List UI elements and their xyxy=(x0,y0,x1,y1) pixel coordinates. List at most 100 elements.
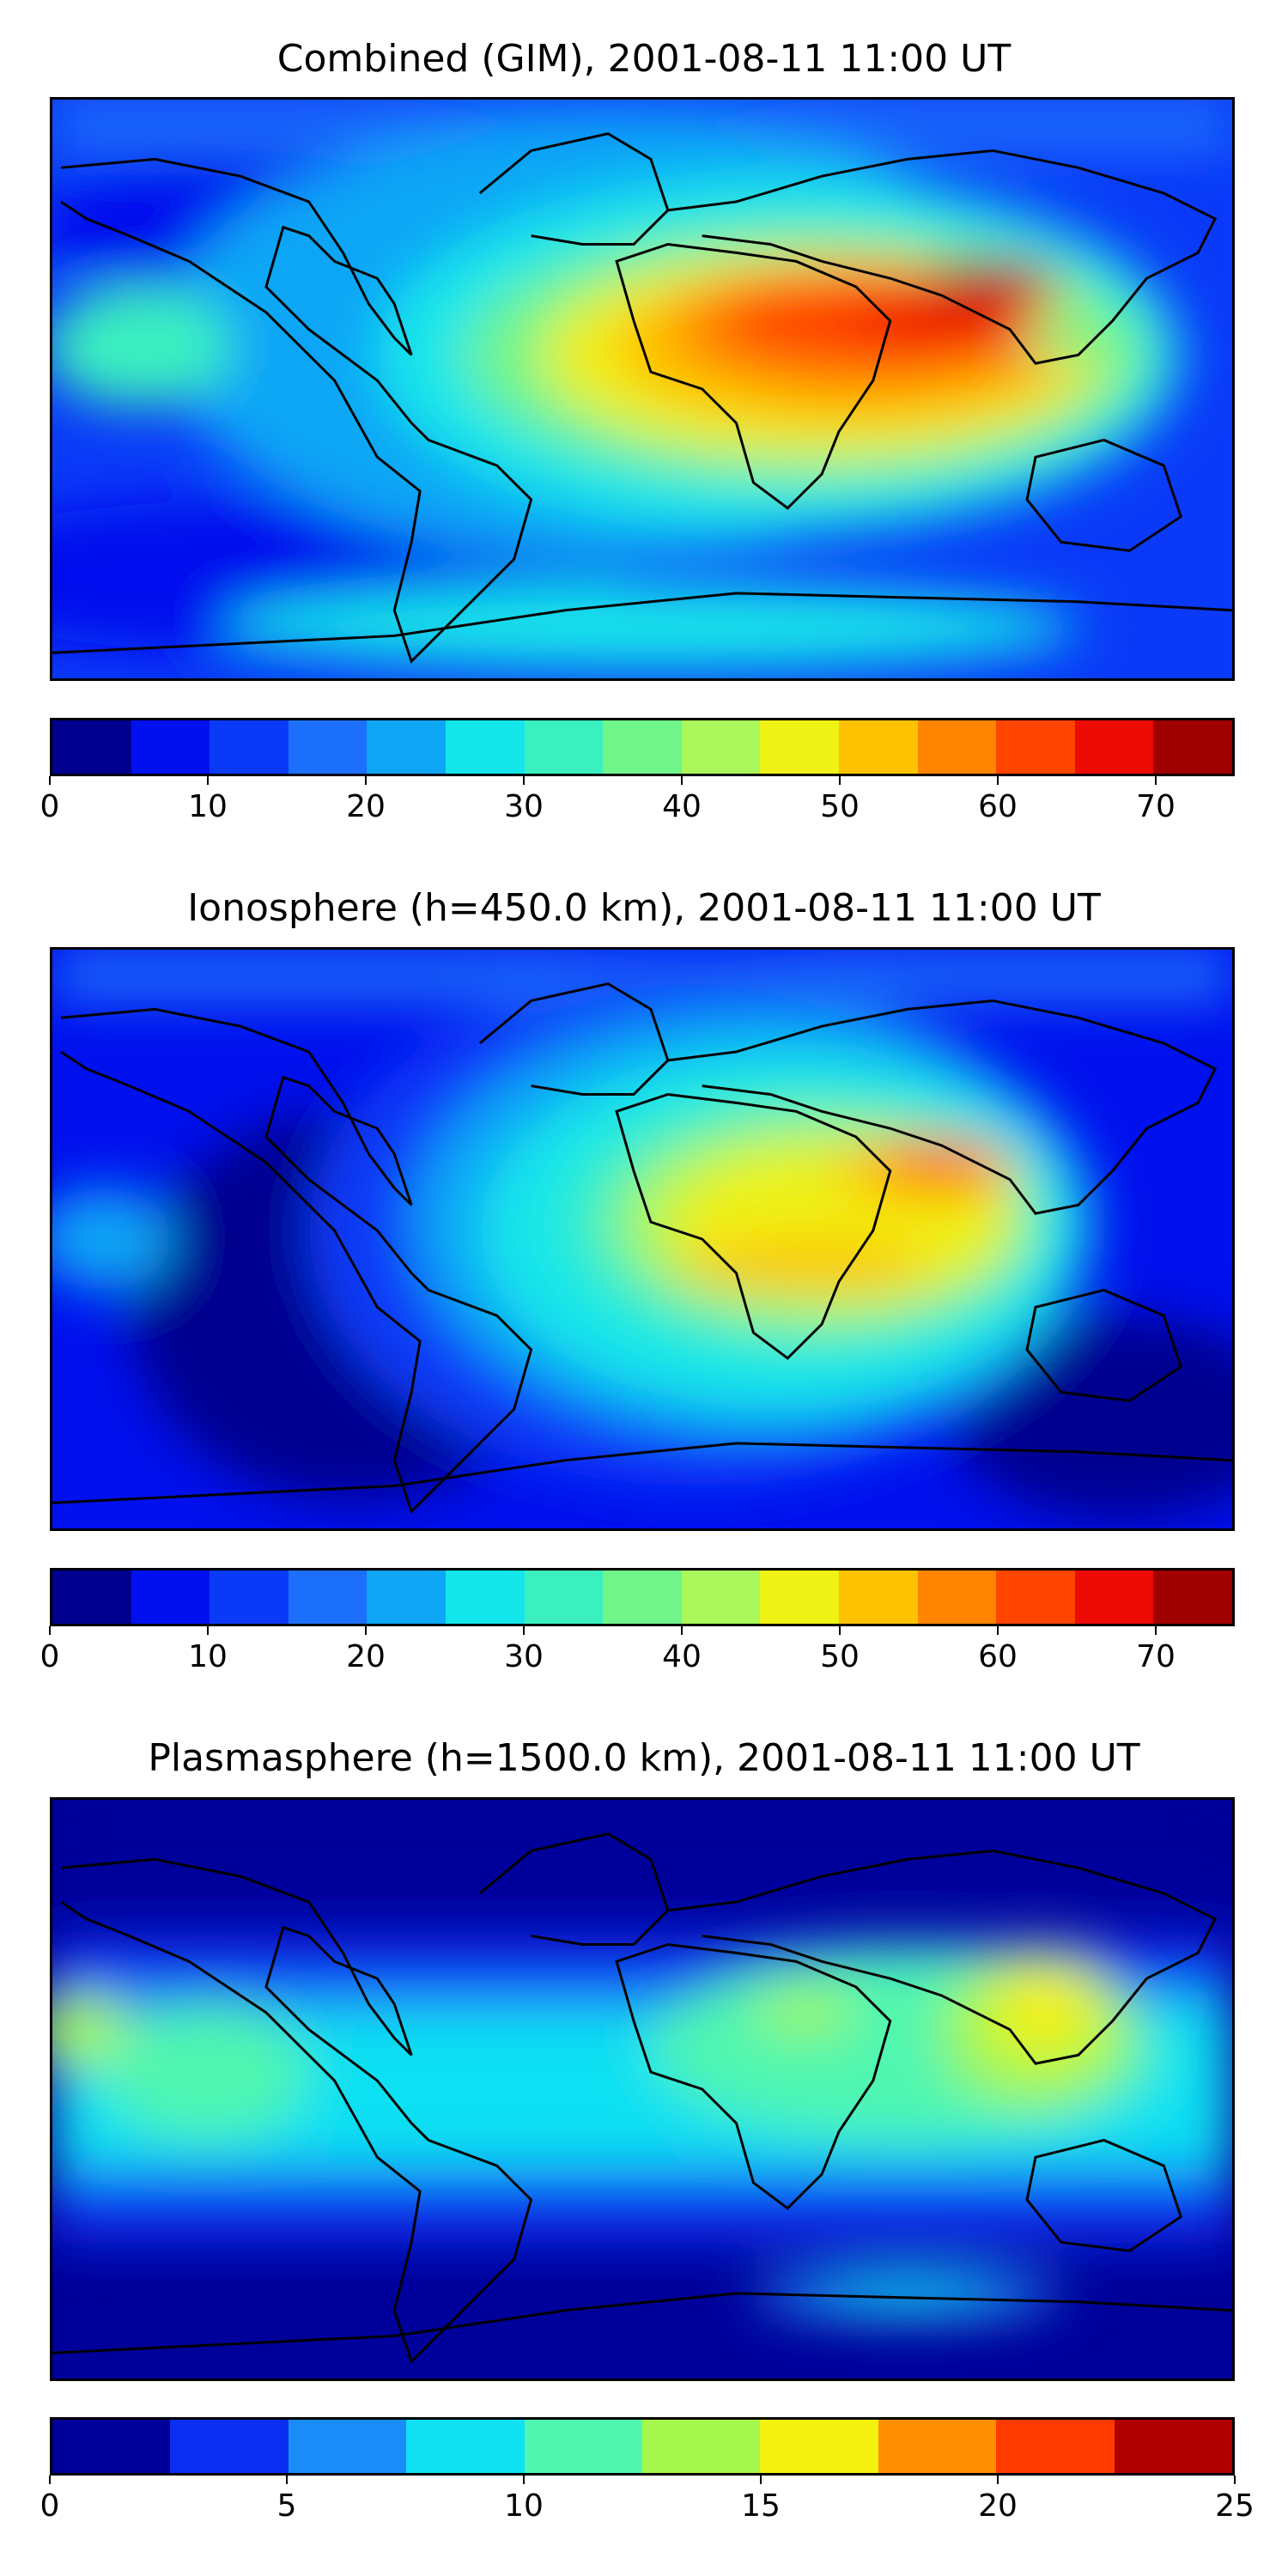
colorbar-segment xyxy=(131,720,210,774)
colorbar-tick-label: 20 xyxy=(978,2488,1018,2524)
colorbar-segment xyxy=(1114,2420,1232,2473)
colorbar-tick-mark xyxy=(839,776,841,785)
colorbar-tick-mark xyxy=(997,2476,999,2484)
colorbar-segment xyxy=(603,720,682,774)
colorbar-segment xyxy=(838,1571,918,1624)
panel-3-colorbar-ticks: 0 5 10 15 20 25 xyxy=(40,2476,1255,2527)
colorbar-segment xyxy=(642,2420,761,2473)
colorbar-segment xyxy=(760,2420,878,2473)
panel-3-colorbar xyxy=(50,2417,1235,2476)
colorbar-segment xyxy=(603,1571,682,1624)
colorbar-segment xyxy=(917,1571,997,1624)
colorbar-segment xyxy=(210,720,289,774)
colorbar-segment xyxy=(1153,720,1232,774)
colorbar-tick-mark xyxy=(365,1626,367,1635)
panel-1-title: Combined (GIM), 2001-08-11 11:00 UT xyxy=(276,37,1012,81)
colorbar-tick-label: 15 xyxy=(741,2488,781,2524)
colorbar-tick-label: 30 xyxy=(504,1639,544,1674)
colorbar-tick-mark xyxy=(49,2476,51,2484)
colorbar-tick-label: 60 xyxy=(978,789,1018,824)
colorbar-tick-mark xyxy=(760,2476,762,2484)
colorbar-tick-label: 70 xyxy=(1136,789,1176,824)
colorbar-tick-mark xyxy=(286,2476,288,2484)
colorbar-segment xyxy=(996,1571,1075,1624)
coastlines xyxy=(52,982,1232,1514)
colorbar-segment xyxy=(524,1571,604,1624)
colorbar-segment xyxy=(406,2420,525,2473)
colorbar-tick-label: 40 xyxy=(662,1639,702,1674)
colorbar-tick-mark xyxy=(997,776,999,785)
panel-1-map xyxy=(50,97,1235,681)
colorbar-tick-label: 50 xyxy=(820,789,860,824)
colorbar-tick-label: 0 xyxy=(39,2488,60,2524)
colorbar-segment xyxy=(288,2420,407,2473)
colorbar-tick-label: 30 xyxy=(504,789,544,824)
colorbar-tick-mark xyxy=(997,1626,999,1635)
plasmasphere-tec-map xyxy=(52,1800,1232,2379)
colorbar-tick-label: 50 xyxy=(820,1639,860,1674)
colorbar-tick-label: 10 xyxy=(188,789,228,824)
colorbar-tick-mark xyxy=(681,776,683,785)
colorbar-segment xyxy=(210,1571,289,1624)
colorbar-tick-label: 25 xyxy=(1215,2488,1255,2524)
panel-1-colorbar xyxy=(50,718,1235,776)
colorbar-tick-mark xyxy=(1234,2476,1236,2484)
colorbar-tick-mark xyxy=(523,1626,525,1635)
coastlines xyxy=(52,1832,1232,2364)
colorbar-tick-label: 60 xyxy=(978,1639,1018,1674)
colorbar-segment xyxy=(52,2420,171,2473)
colorbar-tick-label: 20 xyxy=(346,1639,386,1674)
colorbar-tick-label: 10 xyxy=(188,1639,228,1674)
colorbar-segment xyxy=(996,720,1075,774)
colorbar-tick-label: 40 xyxy=(662,789,702,824)
panel-2-colorbar-ticks: 0 10 20 30 40 50 60 70 xyxy=(40,1626,1235,1678)
colorbar-segment xyxy=(445,720,525,774)
colorbar-tick-mark xyxy=(839,1626,841,1635)
colorbar-tick-mark xyxy=(523,776,525,785)
colorbar-segment xyxy=(878,2420,997,2473)
colorbar-segment xyxy=(1074,1571,1154,1624)
colorbar-segment xyxy=(681,1571,761,1624)
panel-3-title: Plasmasphere (h=1500.0 km), 2001-08-11 1… xyxy=(148,1736,1140,1780)
colorbar-segment xyxy=(52,720,131,774)
colorbar-segment xyxy=(288,1571,368,1624)
coastlines xyxy=(52,132,1232,664)
ionosphere-tec-map xyxy=(52,950,1232,1528)
colorbar-tick-label: 20 xyxy=(346,789,386,824)
colorbar-segment xyxy=(367,720,446,774)
colorbar-tick-label: 0 xyxy=(39,1639,60,1674)
colorbar-tick-label: 10 xyxy=(504,2488,544,2524)
colorbar-segment xyxy=(445,1571,525,1624)
colorbar-segment xyxy=(524,2420,643,2473)
colorbar-tick-mark xyxy=(365,776,367,785)
colorbar-segment xyxy=(760,720,839,774)
colorbar-tick-mark xyxy=(207,776,209,785)
colorbar-tick-label: 0 xyxy=(39,789,60,824)
colorbar-segment xyxy=(1074,720,1154,774)
colorbar-segment xyxy=(367,1571,446,1624)
colorbar-tick-mark xyxy=(1155,1626,1157,1635)
colorbar-segment xyxy=(288,720,368,774)
colorbar-tick-mark xyxy=(681,1626,683,1635)
colorbar-segment xyxy=(681,720,761,774)
panel-1-colorbar-ticks: 0 10 20 30 40 50 60 70 xyxy=(40,776,1235,828)
colorbar-tick-mark xyxy=(49,1626,51,1635)
colorbar-segment xyxy=(52,1571,131,1624)
colorbar-tick-mark xyxy=(1155,776,1157,785)
colorbar-segment xyxy=(524,720,604,774)
colorbar-segment xyxy=(917,720,997,774)
colorbar-segment xyxy=(760,1571,839,1624)
colorbar-tick-mark xyxy=(207,1626,209,1635)
colorbar-tick-label: 5 xyxy=(276,2488,297,2524)
colorbar-segment xyxy=(131,1571,210,1624)
panel-2-title: Ionosphere (h=450.0 km), 2001-08-11 11:0… xyxy=(187,886,1101,930)
panel-2-colorbar xyxy=(50,1568,1235,1626)
colorbar-segment xyxy=(996,2420,1115,2473)
panel-3-map xyxy=(50,1797,1235,2381)
colorbar-tick-mark xyxy=(523,2476,525,2484)
colorbar-segment xyxy=(170,2420,289,2473)
colorbar-segment xyxy=(1153,1571,1232,1624)
colorbar-tick-mark xyxy=(49,776,51,785)
colorbar-tick-label: 70 xyxy=(1136,1639,1176,1674)
combined-tec-map xyxy=(52,100,1232,678)
